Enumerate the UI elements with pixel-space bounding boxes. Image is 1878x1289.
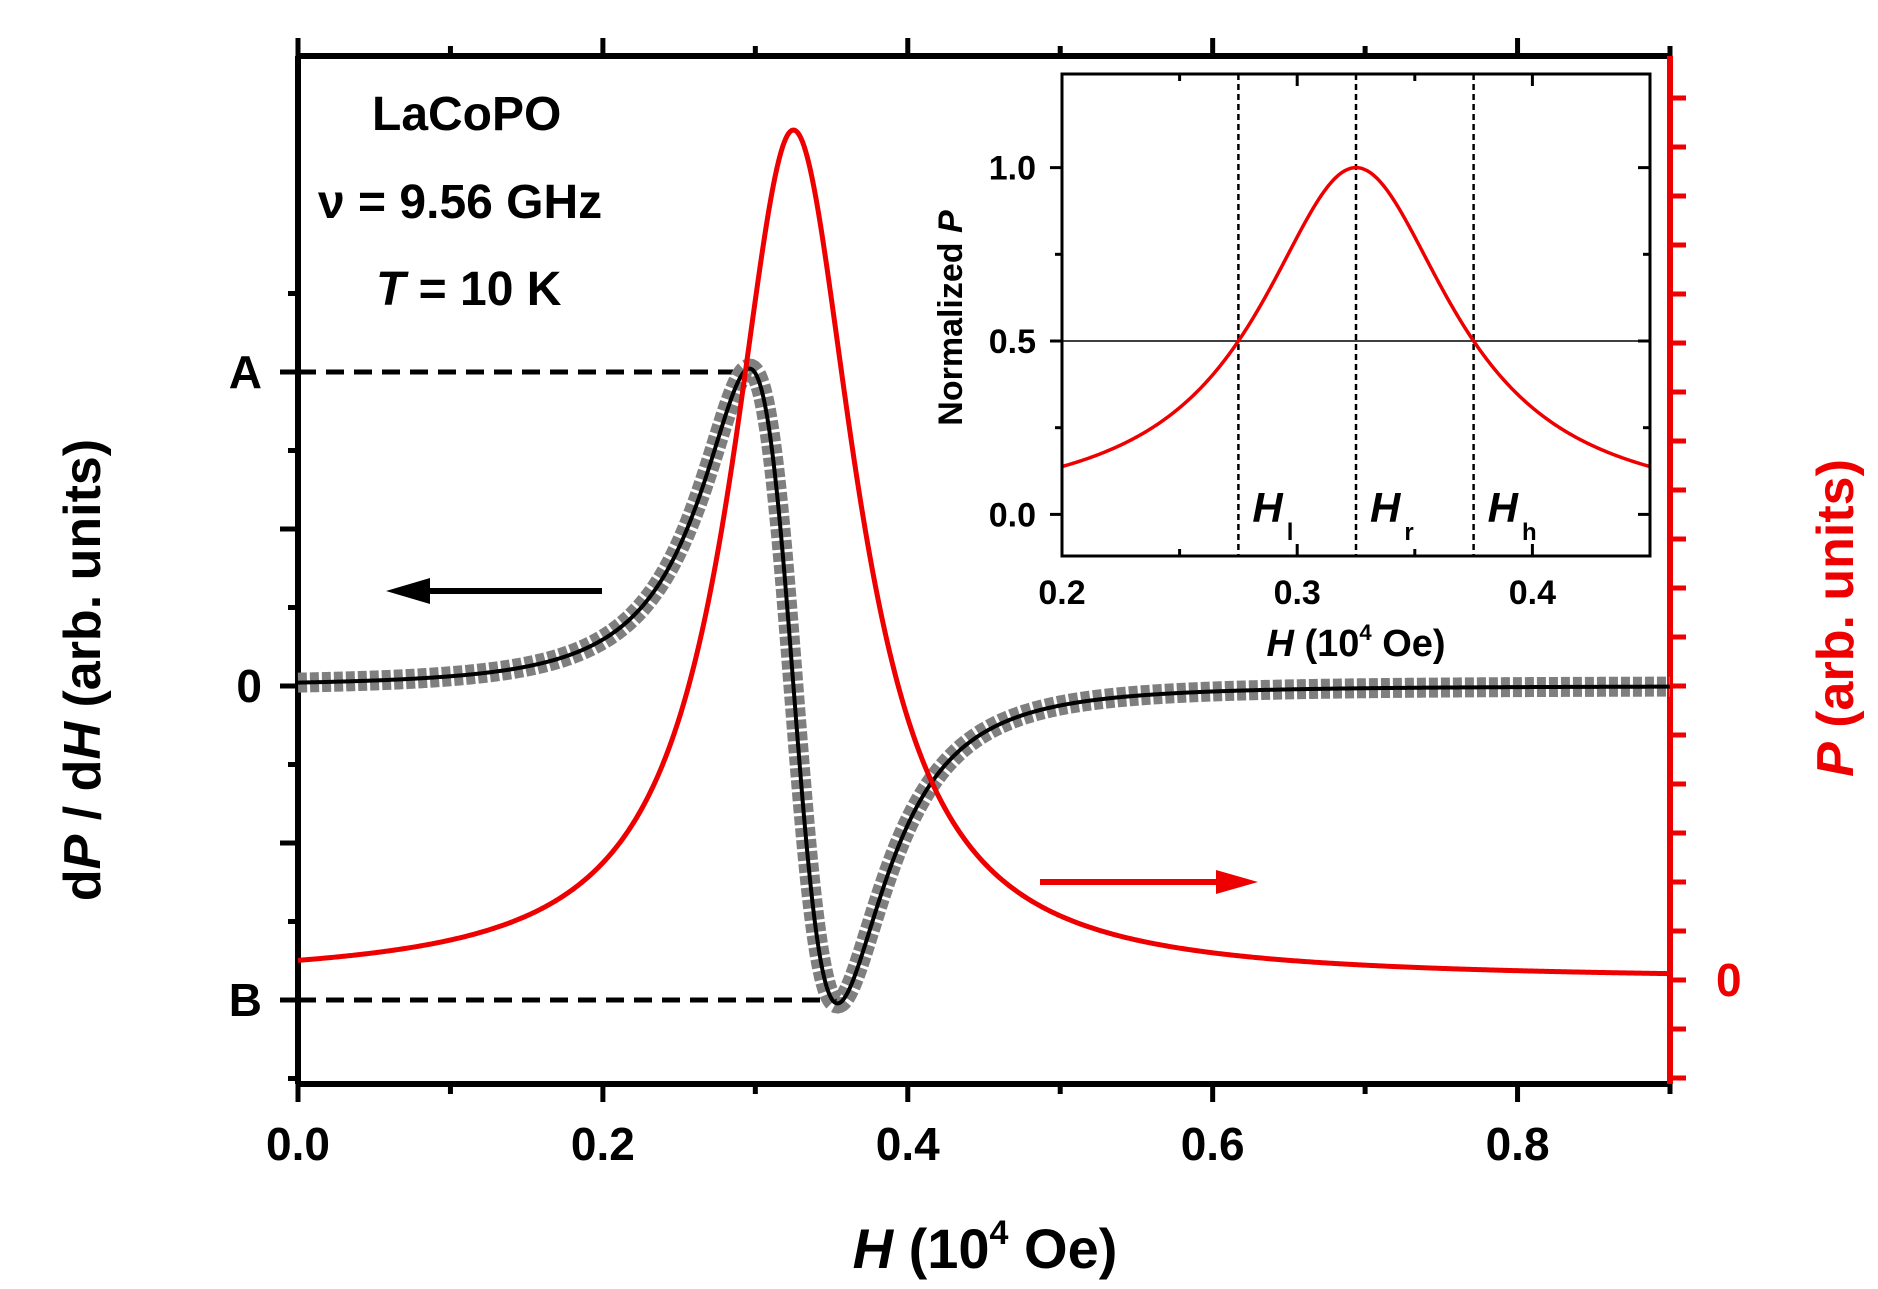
- inset-ticks: [1050, 74, 1652, 556]
- inset-y-tick-label: 1.0: [989, 150, 1036, 188]
- temperature-label: T = 10 K: [376, 263, 562, 316]
- inset-x-axis-title: H (104 Oe): [1266, 620, 1445, 665]
- inset-x-tick-label: 0.3: [1274, 574, 1321, 612]
- x-axis-title: H (104 Oe): [853, 1214, 1118, 1280]
- x-tick-label: 0.8: [1486, 1118, 1550, 1170]
- temperature-symbol: T: [376, 263, 409, 316]
- frequency-symbol: ν: [318, 176, 345, 229]
- inset-vline-label: Hl: [1252, 484, 1293, 546]
- inset-vline-label: Hr: [1370, 484, 1414, 546]
- inset-vline-labels: Hl Hr Hh: [1252, 484, 1536, 546]
- x-tick-label: 0.2: [571, 1118, 635, 1170]
- inset-x-tick-label: 0.4: [1509, 574, 1556, 612]
- inset-frame: [1060, 72, 1652, 558]
- x-axis-unit-b: Oe): [1008, 1217, 1117, 1280]
- x-tick-label: 0.6: [1181, 1118, 1245, 1170]
- right-y-tick-label-zero: 0: [1716, 954, 1742, 1006]
- inset-vlines: [1237, 74, 1475, 556]
- left-axis-arrow: [386, 578, 602, 604]
- frequency-value: = 9.56 GHz: [345, 176, 602, 229]
- inset-y-axis-title: Normalized P: [932, 210, 970, 426]
- inset-tick-labels: 0.2 0.3 0.4 0.0 0.5 1.0: [989, 150, 1556, 612]
- inset-vline-label: Hh: [1488, 484, 1537, 546]
- x-tick-label: 0.0: [266, 1118, 330, 1170]
- main-axes: [280, 38, 1686, 1102]
- temperature-value: = 10 K: [405, 263, 561, 316]
- p-absorption-line: [297, 127, 1671, 977]
- inset-y-tick-label: 0.0: [989, 496, 1036, 534]
- left-y-axis-title: dP / dH (arb. units): [54, 439, 112, 901]
- sample-label: LaCoPO: [372, 88, 561, 141]
- x-axis-symbol: H: [853, 1217, 895, 1280]
- y-tick-label-b: B: [229, 974, 262, 1026]
- inset-chart: 0.2 0.3 0.4 0.0 0.5 1.0 Hl Hr Hh H (104 Oe) Nor…: [932, 72, 1652, 665]
- x-tick-label: 0.4: [876, 1118, 940, 1170]
- frequency-label: ν = 9.56 GHz: [318, 176, 602, 229]
- x-axis-unit-sup: 4: [990, 1214, 1009, 1252]
- right-y-axis-title: P (arb. units): [1807, 459, 1865, 777]
- x-tick-labels: 0.0 0.2 0.4 0.6 0.8: [266, 1118, 1550, 1170]
- inset-y-tick-label: 0.5: [989, 323, 1036, 361]
- dpdh-fit-line: [297, 366, 1671, 1006]
- main-ticks: [280, 38, 1686, 1102]
- y-tick-label-zero: 0: [236, 660, 262, 712]
- y-tick-label-a: A: [229, 346, 262, 398]
- inset-x-tick-label: 0.2: [1038, 574, 1085, 612]
- inset-normalized-p-line: [1061, 165, 1651, 469]
- right-axis-arrow: [1040, 870, 1258, 894]
- x-axis-unit-a: (10: [893, 1217, 990, 1280]
